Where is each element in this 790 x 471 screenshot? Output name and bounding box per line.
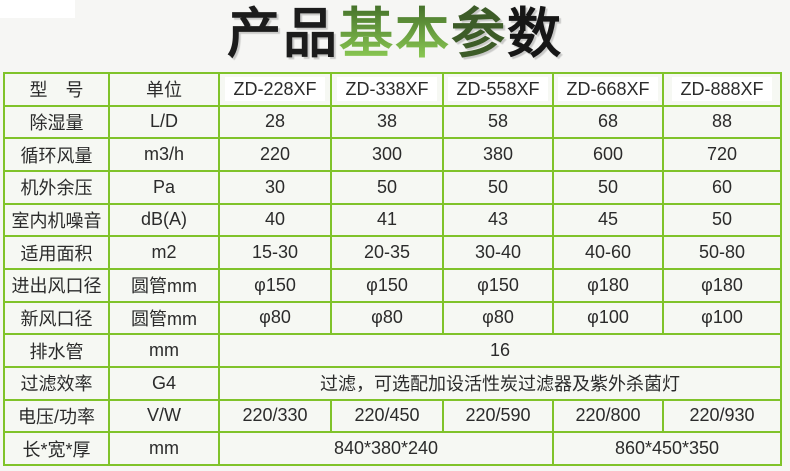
spec-row: 电压/功率 V/W 220/330 220/450 220/590 220/800 220/… bbox=[3, 398, 782, 434]
value-cell: 30-40 bbox=[442, 235, 554, 270]
row-label-cell: 适用面积 bbox=[3, 235, 110, 270]
value-cell: 380 bbox=[442, 137, 554, 172]
spec-table: 型 号 单位 ZD-228XF ZD-338XF ZD-558XF ZD-668XF Z… bbox=[3, 72, 782, 466]
value-cell: 58 bbox=[442, 104, 554, 140]
model-name-chip: ZD-228XF bbox=[225, 77, 325, 102]
value-cell: 40 bbox=[218, 202, 332, 238]
model-header-cell: ZD-558XF bbox=[442, 72, 554, 107]
row-label-cell: 排水管 bbox=[3, 333, 110, 368]
unit-cell: V/W bbox=[108, 398, 220, 434]
row-label-cell: 室内机噪音 bbox=[3, 202, 110, 238]
title-segment: 产品 bbox=[227, 4, 339, 64]
value-cell: 220/330 bbox=[218, 398, 332, 434]
value-cell: φ80 bbox=[442, 300, 554, 336]
unit-cell: G4 bbox=[108, 365, 220, 401]
spec-row: 过滤效率 G4 过滤，可选配加设活性炭过滤器及紫外杀菌灯 bbox=[3, 365, 782, 401]
model-name-chip: ZD-668XF bbox=[558, 77, 658, 102]
title-segment: 基本 bbox=[339, 4, 451, 64]
row-label-cell: 除湿量 bbox=[3, 104, 110, 140]
value-cell: 60 bbox=[662, 169, 782, 205]
unit-cell: dB(A) bbox=[108, 202, 220, 238]
value-cell: 220/930 bbox=[662, 398, 782, 434]
value-cell: 600 bbox=[552, 137, 664, 172]
model-header-cell: ZD-888XF bbox=[662, 72, 782, 107]
value-cell: 15-30 bbox=[218, 235, 332, 270]
value-cell: 50-80 bbox=[662, 235, 782, 270]
spec-row: 排水管 mm 16 bbox=[3, 333, 782, 368]
model-name-chip: ZD-888XF bbox=[672, 77, 772, 102]
model-header-cell: ZD-338XF bbox=[330, 72, 444, 107]
value-cell: 16 bbox=[218, 333, 782, 368]
value-cell: 38 bbox=[330, 104, 444, 140]
corner-white-patch bbox=[0, 0, 75, 18]
row-label-cell: 进出风口径 bbox=[3, 267, 110, 303]
spec-row: 进出风口径 圆管mm φ150 φ150 φ150 φ180 φ180 bbox=[3, 267, 782, 303]
row-label-cell: 机外余压 bbox=[3, 169, 110, 205]
row-label-cell: 循环风量 bbox=[3, 137, 110, 172]
value-cell: 45 bbox=[552, 202, 664, 238]
title-segment: 参 bbox=[451, 4, 507, 64]
value-cell: φ180 bbox=[662, 267, 782, 303]
unit-cell: m2 bbox=[108, 235, 220, 270]
spec-row: 机外余压 Pa 30 50 50 50 60 bbox=[3, 169, 782, 205]
spec-row: 适用面积 m2 15-30 20-35 30-40 40-60 50-80 bbox=[3, 235, 782, 270]
spec-table-wrapper: 型 号 单位 ZD-228XF ZD-338XF ZD-558XF ZD-668XF Z… bbox=[3, 72, 782, 466]
value-cell: 50 bbox=[330, 169, 444, 205]
value-cell: 220 bbox=[218, 137, 332, 172]
spec-row: 室内机噪音 dB(A) 40 41 43 45 50 bbox=[3, 202, 782, 238]
value-cell: 过滤，可选配加设活性炭过滤器及紫外杀菌灯 bbox=[218, 365, 782, 401]
value-cell: 43 bbox=[442, 202, 554, 238]
value-cell: φ100 bbox=[552, 300, 664, 336]
unit-header-label: 单位 bbox=[108, 72, 220, 107]
model-header-label: 型 号 bbox=[3, 72, 110, 107]
value-cell: 860*450*350 bbox=[552, 431, 782, 466]
model-header-cell: ZD-228XF bbox=[218, 72, 332, 107]
unit-cell: Pa bbox=[108, 169, 220, 205]
value-cell: 220/800 bbox=[552, 398, 664, 434]
model-header-cell: ZD-668XF bbox=[552, 72, 664, 107]
unit-cell: mm bbox=[108, 431, 220, 466]
value-cell: 30 bbox=[218, 169, 332, 205]
value-cell: 20-35 bbox=[330, 235, 444, 270]
value-cell: 28 bbox=[218, 104, 332, 140]
row-label-cell: 新风口径 bbox=[3, 300, 110, 336]
value-cell: 50 bbox=[662, 202, 782, 238]
unit-cell: mm bbox=[108, 333, 220, 368]
spec-row: 新风口径 圆管mm φ80 φ80 φ80 φ100 φ100 bbox=[3, 300, 782, 336]
value-cell: 220/590 bbox=[442, 398, 554, 434]
value-cell: 220/450 bbox=[330, 398, 444, 434]
value-cell: 720 bbox=[662, 137, 782, 172]
value-cell: φ80 bbox=[330, 300, 444, 336]
unit-cell: L/D bbox=[108, 104, 220, 140]
value-cell: φ80 bbox=[218, 300, 332, 336]
value-cell: φ150 bbox=[218, 267, 332, 303]
spec-row: 长*宽*厚 mm 840*380*240 860*450*350 bbox=[3, 431, 782, 466]
title-segment: 数 bbox=[507, 4, 563, 64]
spec-row: 循环风量 m3/h 220 300 380 600 720 bbox=[3, 137, 782, 172]
value-cell: 41 bbox=[330, 202, 444, 238]
value-cell: 300 bbox=[330, 137, 444, 172]
unit-cell: 圆管mm bbox=[108, 267, 220, 303]
value-cell: 50 bbox=[552, 169, 664, 205]
spec-row: 除湿量 L/D 28 38 58 68 88 bbox=[3, 104, 782, 140]
model-name-chip: ZD-338XF bbox=[337, 77, 437, 102]
value-cell: 40-60 bbox=[552, 235, 664, 270]
value-cell: 88 bbox=[662, 104, 782, 140]
unit-cell: 圆管mm bbox=[108, 300, 220, 336]
value-cell: φ150 bbox=[442, 267, 554, 303]
row-label-cell: 过滤效率 bbox=[3, 365, 110, 401]
value-cell: φ150 bbox=[330, 267, 444, 303]
value-cell: 840*380*240 bbox=[218, 431, 554, 466]
row-label-cell: 长*宽*厚 bbox=[3, 431, 110, 466]
value-cell: φ100 bbox=[662, 300, 782, 336]
value-cell: 50 bbox=[442, 169, 554, 205]
row-label-cell: 电压/功率 bbox=[3, 398, 110, 434]
header-row: 型 号 单位 ZD-228XF ZD-338XF ZD-558XF ZD-668XF Z… bbox=[3, 72, 782, 107]
value-cell: φ180 bbox=[552, 267, 664, 303]
model-name-chip: ZD-558XF bbox=[448, 77, 548, 102]
unit-cell: m3/h bbox=[108, 137, 220, 172]
value-cell: 68 bbox=[552, 104, 664, 140]
page-title: 产品基本参数 bbox=[0, 0, 790, 70]
spec-table-body: 型 号 单位 ZD-228XF ZD-338XF ZD-558XF ZD-668XF Z… bbox=[3, 72, 782, 466]
